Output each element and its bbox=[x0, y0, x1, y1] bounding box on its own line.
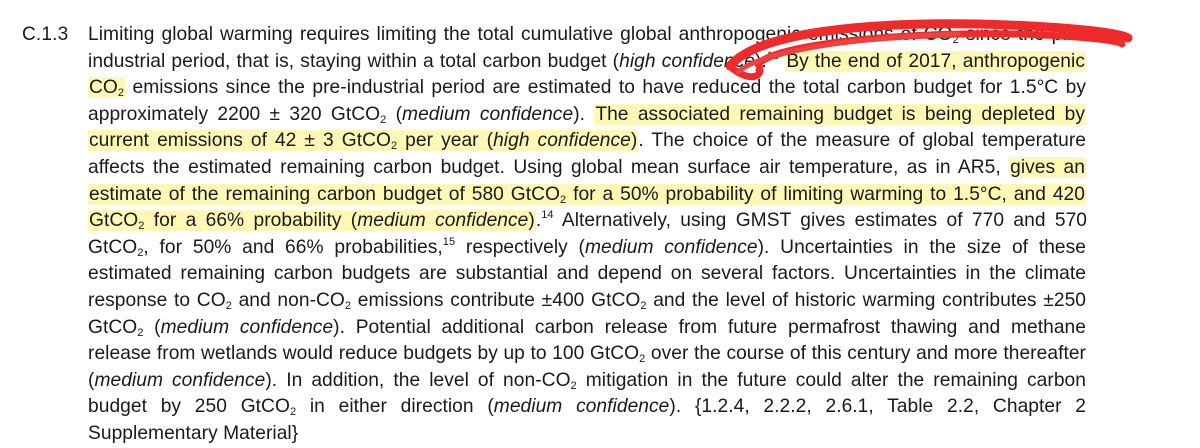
text-run: and non-CO bbox=[231, 289, 345, 311]
body-paragraph: Limiting global warming requires limitin… bbox=[88, 22, 1088, 448]
section-number: C.1.3 bbox=[22, 24, 69, 45]
subscript: 2 bbox=[138, 220, 145, 233]
subscript: 2 bbox=[560, 193, 567, 206]
highlighted-text: for a 66% probability ( bbox=[144, 210, 358, 232]
subscript: 2 bbox=[137, 246, 144, 259]
footnote-ref-15: 15 bbox=[442, 235, 456, 248]
confidence-qualifier: high confidence bbox=[619, 50, 756, 72]
text-run: ). bbox=[755, 50, 767, 72]
text-run: mitigation in the future could alter the… bbox=[88, 369, 1086, 418]
confidence-qualifier: medium confidence bbox=[584, 236, 758, 258]
subscript: 2 bbox=[570, 379, 577, 392]
text-run: ). bbox=[573, 103, 595, 125]
confidence-qualifier: medium confidence bbox=[94, 369, 266, 391]
subscript: 2 bbox=[640, 299, 647, 312]
text-run: Alternatively, using GMST gives estimate… bbox=[88, 210, 1088, 258]
text-run: Limiting global warming requires limitin… bbox=[88, 24, 953, 45]
highlighted-text: The associated remaining budget is being… bbox=[89, 103, 1086, 152]
confidence-qualifier: medium confidence bbox=[357, 210, 529, 232]
subscript: 2 bbox=[391, 140, 398, 153]
highlighted-text: per year ( bbox=[397, 130, 494, 152]
text-run: over the course of this century and more… bbox=[88, 343, 1086, 391]
text-run: ). Uncertainties in the size of these es… bbox=[88, 236, 1087, 311]
subscript: 2 bbox=[289, 406, 297, 419]
text-run: . bbox=[535, 210, 542, 232]
footnote-ref-14: 14 bbox=[541, 209, 554, 222]
text-run: ). In addition, the level of non-CO bbox=[265, 369, 571, 391]
subscript: 2 bbox=[225, 299, 232, 312]
text-run: ( bbox=[386, 103, 403, 125]
text-run: ). Potential additional carbon release f… bbox=[88, 316, 1086, 365]
text-run: and the level of historic warming contri… bbox=[88, 289, 1087, 338]
subscript: 2 bbox=[639, 353, 646, 366]
text-run: ( bbox=[143, 316, 161, 338]
confidence-qualifier: medium confidence bbox=[493, 396, 670, 418]
highlighted-text: for a 50% probability of limiting warmin… bbox=[89, 183, 1086, 232]
confidence-qualifier: medium confidence bbox=[402, 103, 574, 125]
footnote-ref-13: 13 bbox=[766, 49, 780, 62]
text-run: emissions contribute ±400 GtCO bbox=[351, 289, 641, 311]
text-run: in either direction ( bbox=[296, 396, 494, 418]
subscript: 2 bbox=[380, 113, 387, 126]
subscript: 2 bbox=[117, 87, 125, 100]
subscript: 2 bbox=[137, 326, 144, 339]
subscript: 2 bbox=[344, 299, 352, 312]
confidence-qualifier: high confidence bbox=[493, 130, 631, 152]
text-run: ). {1.2.4, 2.2.2, 2.6.1, Table 2.2, Chap… bbox=[88, 396, 1086, 444]
highlighted-text: gives an estimate of the remaining carbo… bbox=[89, 156, 1085, 205]
text-run: emissions since the pre-industrial perio… bbox=[88, 77, 1086, 125]
highlighted-text: ) bbox=[630, 130, 638, 152]
confidence-qualifier: medium confidence bbox=[160, 316, 334, 338]
text-run: . The choice of the measure of global te… bbox=[88, 130, 1086, 178]
highlighted-text: ) bbox=[528, 210, 535, 232]
text-run: respectively ( bbox=[455, 236, 585, 258]
text-run: , for 50% and 66% probabilities, bbox=[143, 236, 443, 258]
